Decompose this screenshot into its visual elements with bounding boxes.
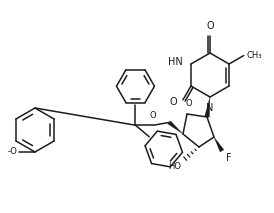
Text: O: O	[206, 21, 214, 31]
Text: HO: HO	[168, 162, 181, 171]
Polygon shape	[168, 121, 183, 134]
Text: O: O	[149, 111, 156, 120]
Polygon shape	[214, 137, 224, 152]
Text: -O: -O	[7, 147, 17, 157]
Text: CH₃: CH₃	[247, 51, 262, 60]
Text: F: F	[226, 153, 232, 163]
Text: O: O	[169, 97, 177, 107]
Text: N: N	[206, 103, 214, 113]
Text: O: O	[186, 99, 192, 108]
Polygon shape	[205, 97, 210, 117]
Text: HN: HN	[168, 57, 183, 67]
